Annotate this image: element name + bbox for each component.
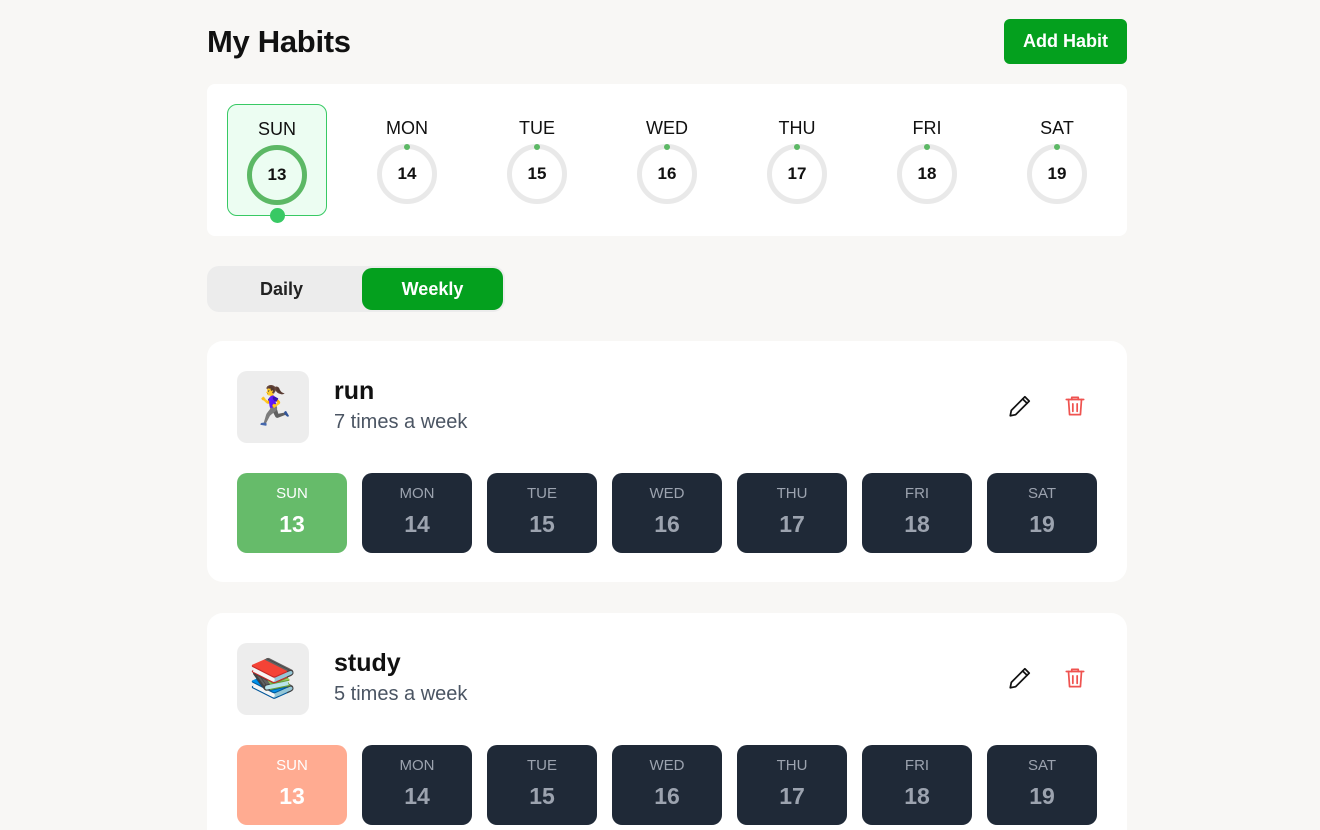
week-day-name: TUE — [519, 118, 555, 138]
tile-day-name: WED — [649, 757, 685, 774]
tile-day-name: SUN — [276, 485, 308, 502]
tile-day-name: FRI — [904, 485, 930, 502]
tile-day-name: SAT — [1027, 757, 1057, 774]
habit-day-tile[interactable]: FRI 18 — [862, 745, 972, 825]
habit-day-tile[interactable]: TUE 15 — [487, 745, 597, 825]
tile-day-name: MON — [399, 757, 435, 774]
tile-day-date: 14 — [404, 511, 430, 537]
habit-card-study: 📚 study 5 times a week SUN 13 MON 14 TUE 15… — [207, 613, 1127, 830]
progress-ring: 17 — [767, 144, 827, 204]
weekly-tab[interactable]: Weekly — [362, 268, 503, 310]
edit-icon[interactable] — [1007, 665, 1033, 691]
habit-name: study — [334, 649, 401, 677]
tile-day-date: 16 — [654, 783, 680, 809]
progress-ring: 18 — [897, 144, 957, 204]
tile-day-date: 14 — [404, 783, 430, 809]
habit-day-tile[interactable]: FRI 18 — [862, 473, 972, 553]
week-day-date: 17 — [787, 164, 807, 183]
tile-day-date: 17 — [779, 783, 805, 809]
tile-day-name: TUE — [527, 485, 557, 502]
header: My Habits Add Habit — [207, 19, 1127, 64]
daily-tab[interactable]: Daily — [259, 278, 304, 299]
runner-icon: 🏃‍♀️ — [237, 371, 309, 443]
tile-day-name: SAT — [1027, 485, 1057, 502]
week-day-name: WED — [646, 118, 688, 138]
habit-day-tile[interactable]: SAT 19 — [987, 473, 1097, 553]
habit-day-tile[interactable]: SUN 13 — [237, 745, 347, 825]
tile-day-date: 13 — [279, 783, 305, 809]
progress-ring: 15 — [507, 144, 567, 204]
trash-icon[interactable] — [1062, 665, 1088, 691]
progress-dot — [534, 144, 540, 150]
tile-day-name: THU — [776, 485, 808, 502]
habit-frequency: 7 times a week — [334, 411, 468, 433]
habit-frequency: 5 times a week — [334, 683, 468, 705]
habit-day-tile[interactable]: SUN 13 — [237, 473, 347, 553]
progress-ring: 19 — [1027, 144, 1087, 204]
habit-day-tile[interactable]: MON 14 — [362, 745, 472, 825]
progress-dot — [404, 144, 410, 150]
habit-day-tile[interactable]: THU 17 — [737, 745, 847, 825]
tile-day-date: 17 — [779, 511, 805, 537]
progress-ring: 16 — [637, 144, 697, 204]
progress-dot — [794, 144, 800, 150]
week-strip: SUN 13 MON 14 TUE 15 WED 16 THU 17 FRI 1… — [207, 84, 1127, 236]
tile-day-name: WED — [649, 485, 685, 502]
week-day-mon[interactable]: MON 14 — [357, 104, 457, 216]
tile-day-name: MON — [399, 485, 435, 502]
week-day-name: FRI — [912, 118, 942, 138]
tile-day-name: SUN — [276, 757, 308, 774]
week-day-date: 19 — [1047, 164, 1067, 183]
tile-day-date: 18 — [904, 783, 930, 809]
week-day-name: SAT — [1040, 118, 1074, 138]
habit-name: run — [334, 377, 375, 405]
tile-day-name: TUE — [527, 757, 557, 774]
tile-day-date: 19 — [1029, 783, 1055, 809]
tile-day-date: 16 — [654, 511, 680, 537]
week-day-sun[interactable]: SUN 13 — [227, 104, 327, 223]
week-day-fri[interactable]: FRI 18 — [877, 104, 977, 216]
week-day-sat[interactable]: SAT 19 — [1007, 104, 1107, 216]
week-day-name: MON — [386, 118, 428, 138]
progress-dot — [1054, 144, 1060, 150]
week-day-date: 18 — [917, 164, 937, 183]
week-day-name: SUN — [257, 119, 296, 139]
habit-day-tile[interactable]: SAT 19 — [987, 745, 1097, 825]
habit-card-run: 🏃‍♀️ run 7 times a week SUN 13 MON 14 TUE 1… — [207, 341, 1127, 582]
books-icon: 📚 — [237, 643, 309, 715]
habit-day-tile[interactable]: TUE 15 — [487, 473, 597, 553]
week-day-tue[interactable]: TUE 15 — [487, 104, 587, 216]
week-day-thu[interactable]: THU 17 — [747, 104, 847, 216]
add-habit-button[interactable]: Add Habit — [1004, 19, 1127, 64]
edit-icon[interactable] — [1007, 393, 1033, 419]
tile-day-name: FRI — [904, 757, 930, 774]
progress-ring: 13 — [247, 145, 307, 205]
week-day-wed[interactable]: WED 16 — [617, 104, 717, 216]
progress-dot — [664, 144, 670, 150]
view-toggle: Daily Weekly — [207, 266, 505, 312]
habit-day-tile[interactable]: WED 16 — [612, 473, 722, 553]
progress-dot — [924, 144, 930, 150]
week-day-date: 14 — [397, 164, 417, 183]
selected-indicator-dot — [269, 208, 285, 223]
tile-day-date: 18 — [904, 511, 930, 537]
habit-day-tile[interactable]: WED 16 — [612, 745, 722, 825]
habit-day-tile[interactable]: THU 17 — [737, 473, 847, 553]
tile-day-date: 15 — [529, 783, 555, 809]
page-title: My Habits — [207, 24, 351, 59]
week-day-name: THU — [778, 118, 816, 138]
week-day-date: 13 — [267, 165, 287, 184]
tile-day-date: 19 — [1029, 511, 1055, 537]
tile-day-date: 15 — [529, 511, 555, 537]
week-day-date: 16 — [657, 164, 677, 183]
tile-day-name: THU — [776, 757, 808, 774]
week-day-date: 15 — [527, 164, 547, 183]
progress-ring: 14 — [377, 144, 437, 204]
tile-day-date: 13 — [279, 511, 305, 537]
habit-day-tile[interactable]: MON 14 — [362, 473, 472, 553]
trash-icon[interactable] — [1062, 393, 1088, 419]
